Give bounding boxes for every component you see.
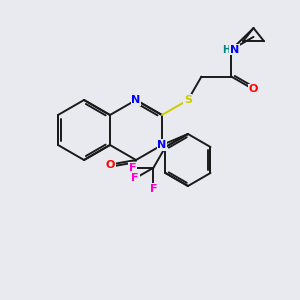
Text: F: F [131,173,139,183]
Text: N: N [131,95,141,105]
Text: O: O [106,160,115,170]
Text: N: N [230,45,239,55]
Text: F: F [150,184,157,194]
Text: N: N [157,140,167,150]
Text: O: O [249,84,258,94]
Text: F: F [129,163,136,173]
Text: S: S [184,95,192,105]
Text: H: H [222,45,230,55]
